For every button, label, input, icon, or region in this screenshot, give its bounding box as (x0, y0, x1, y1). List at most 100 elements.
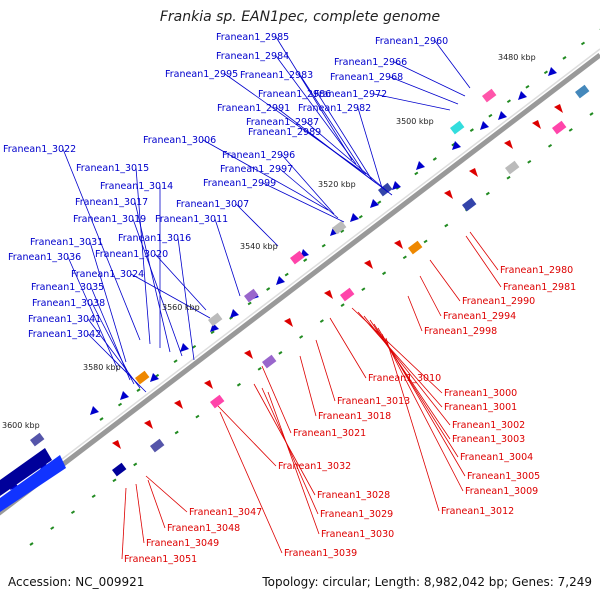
leader-line (267, 391, 320, 535)
leader-line (407, 295, 423, 332)
forward-gene-arrow (180, 343, 189, 352)
genome-summary: Topology: circular; Length: 8,982,042 bp… (262, 575, 592, 589)
forward-gene-arrow (276, 276, 285, 285)
tick-mark (321, 243, 326, 248)
tick-mark (568, 128, 573, 132)
leader-line (369, 319, 451, 440)
tick-mark (488, 113, 493, 118)
tick-mark (361, 287, 366, 292)
forward-gene-label: Franean1_3019 (73, 214, 146, 225)
leader-line (389, 76, 459, 105)
tick-mark (485, 191, 490, 196)
leader-line (132, 218, 183, 357)
tick-mark (133, 462, 138, 467)
tick-mark (444, 223, 449, 228)
tick-mark (589, 112, 594, 116)
reverse-gene-box (461, 197, 477, 212)
reverse-gene-label: Franean1_3005 (467, 471, 540, 482)
reverse-gene-label: Franean1_2980 (500, 265, 573, 276)
reverse-gene-label: Franean1_3004 (460, 452, 533, 463)
reverse-gene-label: Franean1_3039 (284, 548, 357, 559)
reverse-gene-label: Franean1_3047 (189, 507, 262, 518)
forward-gene-box (332, 220, 347, 235)
forward-gene-large (0, 448, 52, 496)
forward-gene-label: Franean1_2999 (203, 178, 276, 189)
reverse-gene-arrow (244, 350, 253, 359)
reverse-gene-arrow (554, 104, 563, 113)
leader-line (373, 93, 451, 111)
forward-gene-label: Franean1_2997 (220, 164, 293, 175)
leader-line (261, 387, 319, 515)
leader-line (329, 317, 367, 379)
reverse-gene-arrow (504, 140, 513, 149)
forward-gene-label: Franean1_2989 (248, 127, 321, 138)
tick-mark (319, 319, 324, 323)
forward-gene-label: Franean1_3035 (31, 282, 104, 293)
reverse-gene-arrow (174, 400, 183, 409)
position-label: 3480 kbp (498, 53, 536, 62)
leader-line (307, 131, 393, 196)
forward-gene-label: Franean1_3038 (32, 298, 105, 309)
forward-gene-label: Franean1_2987 (246, 117, 319, 128)
map-title: Frankia sp. EAN1pec, complete genome (159, 9, 441, 25)
reverse-gene-label: Franean1_3009 (465, 486, 538, 497)
reverse-gene-box (552, 120, 567, 135)
leader-line (429, 259, 461, 302)
reverse-gene-label: Franean1_2994 (443, 311, 516, 322)
forward-gene-label: Franean1_3036 (8, 252, 81, 263)
tick-mark (210, 330, 215, 335)
tick-mark (192, 344, 197, 349)
tick-mark (377, 200, 382, 205)
forward-gene-label: Franean1_3015 (76, 163, 149, 174)
reverse-gene-label: Franean1_2981 (503, 282, 576, 293)
tick-mark (136, 388, 141, 392)
tick-mark (257, 366, 262, 371)
forward-gene-label: Franean1_2983 (240, 70, 313, 81)
reverse-gene-label: Franean1_3013 (337, 396, 410, 407)
reverse-gene-label: Franean1_3030 (321, 529, 394, 540)
tick-mark (423, 239, 428, 244)
tick-mark (547, 144, 553, 148)
forward-gene-arrow (230, 309, 239, 318)
leader-line (130, 273, 211, 319)
leader-line (385, 337, 440, 512)
reverse-gene-label: Franean1_3051 (124, 554, 197, 565)
forward-gene-box (481, 88, 497, 103)
reverse-gene-label: Franean1_3000 (444, 388, 517, 399)
forward-gene-arrow (120, 391, 129, 400)
accession-label: Accession: NC_009921 (8, 575, 145, 589)
leader-line (357, 311, 443, 408)
leader-line (299, 74, 363, 171)
reverse-gene-label: Franean1_3029 (320, 509, 393, 520)
leader-line (121, 487, 127, 560)
reverse-gene-arrow (444, 190, 453, 199)
tick-mark (266, 287, 271, 291)
leader-line (275, 36, 353, 161)
leader-line (214, 218, 241, 297)
reverse-gene-arrow (364, 260, 373, 269)
forward-gene-label: Franean1_2968 (330, 72, 403, 83)
leader-line (281, 154, 335, 215)
forward-gene-large (0, 455, 66, 512)
forward-gene-arrow (452, 141, 461, 150)
forward-gene-label: Franean1_3006 (143, 135, 216, 146)
leader-line (217, 405, 277, 467)
forward-gene-box (208, 312, 223, 327)
tick-mark (506, 175, 511, 180)
forward-gene-arrow (498, 111, 507, 120)
reverse-gene-label: Franean1_3028 (317, 490, 390, 501)
forward-gene-arrow (518, 91, 527, 100)
forward-gene-label: Franean1_3011 (155, 214, 228, 225)
forward-gene-arrow (392, 181, 401, 190)
forward-gene-label: Franean1_2984 (216, 51, 289, 62)
leader-line (275, 55, 357, 165)
tick-mark (303, 258, 308, 262)
tick-mark (99, 417, 104, 421)
reverse-gene-box (505, 160, 520, 175)
tick-mark (414, 171, 419, 176)
reverse-gene-label: Franean1_2990 (462, 296, 535, 307)
forward-gene-arrow (480, 121, 489, 130)
forward-gene-box (244, 288, 259, 303)
forward-gene-label: Franean1_3014 (100, 181, 173, 192)
forward-gene-label: Franean1_3031 (30, 237, 103, 248)
